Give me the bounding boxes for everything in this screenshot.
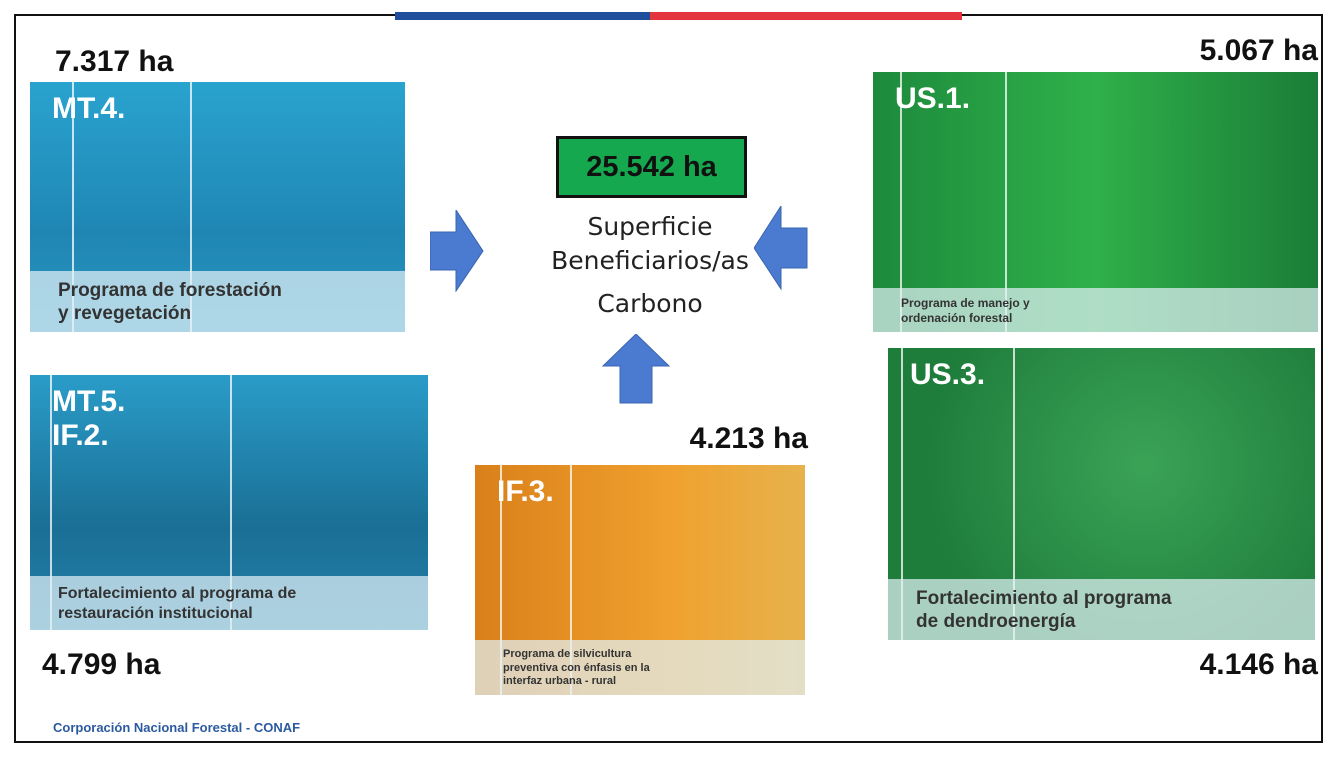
code-line: MT.5. — [52, 385, 125, 419]
description-line: Fortalecimiento al programa — [916, 587, 1315, 611]
total-area: 25.542 ha — [556, 136, 747, 198]
program-code: US.1. — [895, 82, 970, 116]
top-bar-red — [650, 12, 962, 20]
description-line: Fortalecimiento al programa de — [58, 584, 428, 604]
program-code: MT.4. — [52, 92, 125, 126]
area-label: 4.146 ha — [1200, 648, 1318, 682]
code-line: MT.4. — [52, 92, 125, 126]
description-line: preventiva con énfasis en la — [503, 662, 805, 676]
center-line: Carbono — [540, 289, 760, 318]
description-line: Programa de forestación — [58, 279, 405, 303]
arrow-right — [430, 210, 484, 292]
area-label: 4.213 ha — [690, 422, 808, 456]
top-bar-blue — [395, 12, 650, 20]
area-label: 4.799 ha — [42, 648, 160, 682]
description-line: interfaz urbana - rural — [503, 675, 805, 689]
description-line: ordenación forestal — [901, 311, 1318, 326]
description-line: Programa de silvicultura — [503, 648, 805, 662]
description-line: y revegetación — [58, 302, 405, 326]
code-line: US.1. — [895, 82, 970, 116]
arrow-up — [602, 334, 670, 404]
code-line: US.3. — [910, 358, 985, 392]
program-card: MT.5.IF.2. Fortalecimiento al programa de… — [30, 375, 428, 630]
center-line: Superficie — [540, 212, 760, 241]
arrow-left — [754, 206, 808, 290]
code-line: IF.2. — [52, 419, 125, 453]
description-line: de dendroenergía — [916, 610, 1315, 634]
code-line: IF.3. — [497, 475, 554, 509]
program-code: MT.5.IF.2. — [52, 385, 125, 453]
area-label: 7.317 ha — [55, 45, 173, 79]
area-label: 5.067 ha — [1200, 34, 1318, 68]
program-code: IF.3. — [497, 475, 554, 509]
center-line: Beneficiarios/as — [540, 246, 760, 275]
slide: MT.4. Programa de forestacióny revegetaci… — [0, 0, 1339, 761]
description-line: restauración institucional — [58, 604, 428, 624]
program-code: US.3. — [910, 358, 985, 392]
footer: Corporación Nacional Forestal - CONAF — [53, 720, 300, 735]
description-line: Programa de manejo y — [901, 296, 1318, 311]
